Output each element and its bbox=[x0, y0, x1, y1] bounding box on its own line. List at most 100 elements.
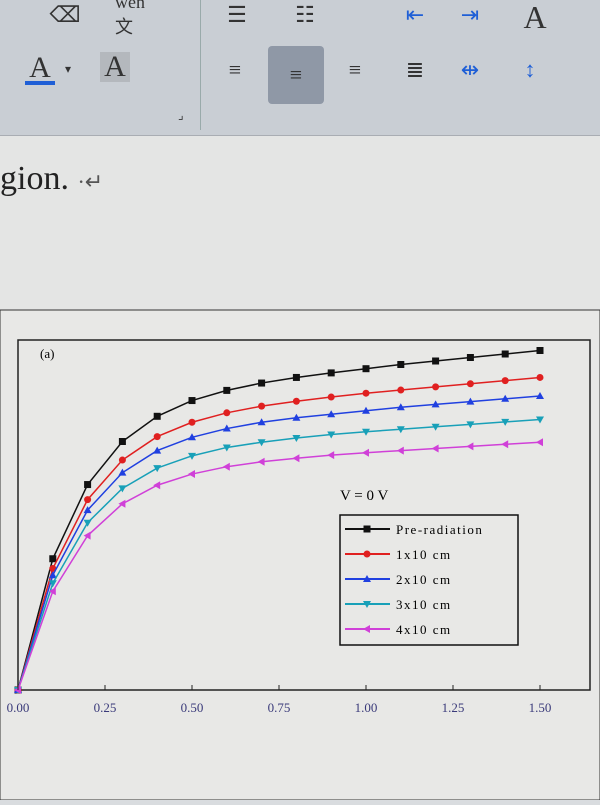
data-point bbox=[396, 446, 404, 455]
data-point bbox=[432, 357, 440, 365]
data-point bbox=[188, 433, 196, 441]
legend-marker bbox=[363, 550, 371, 558]
data-point bbox=[153, 465, 162, 473]
panel-label: (a) bbox=[40, 346, 54, 361]
x-tick-label: 1.25 bbox=[442, 700, 465, 715]
chevron-down-icon[interactable]: ▾ bbox=[65, 62, 72, 76]
numbering-icon[interactable]: ☷ bbox=[295, 2, 315, 27]
dialog-launcher-icon[interactable]: ⌟ bbox=[178, 108, 184, 122]
phonetic-guide-icon[interactable]: wén 文 bbox=[115, 0, 145, 37]
data-point bbox=[118, 468, 127, 476]
legend-marker bbox=[363, 575, 371, 582]
data-point bbox=[397, 386, 405, 394]
data-point bbox=[327, 431, 336, 439]
legend-label: 3x10 cm bbox=[396, 597, 452, 612]
data-point bbox=[536, 373, 544, 381]
legend-box bbox=[339, 514, 519, 646]
data-point bbox=[48, 587, 56, 596]
data-point bbox=[153, 433, 161, 441]
data-point bbox=[501, 350, 509, 358]
line-spacing-icon[interactable]: ↕ bbox=[524, 57, 536, 82]
data-point bbox=[188, 418, 196, 426]
data-point bbox=[258, 379, 266, 387]
data-point bbox=[431, 423, 440, 431]
data-point bbox=[396, 403, 405, 411]
x-tick-label: 0.25 bbox=[94, 700, 117, 715]
data-point bbox=[153, 446, 162, 454]
justify-icon[interactable]: ≣ bbox=[405, 57, 425, 82]
character-shading-icon[interactable]: A bbox=[100, 50, 130, 83]
legend-label: 1x10 cm bbox=[396, 547, 452, 562]
x-tick-label: 0.50 bbox=[181, 700, 204, 715]
data-point bbox=[466, 380, 474, 388]
legend-marker bbox=[363, 601, 371, 608]
x-tick-label: 1.00 bbox=[355, 700, 378, 715]
increase-indent-icon[interactable]: ⇥ bbox=[460, 2, 480, 27]
data-point bbox=[83, 531, 91, 540]
paragraph-mark: ·↵ bbox=[77, 169, 104, 194]
data-point bbox=[362, 365, 370, 373]
data-point bbox=[292, 413, 301, 421]
data-point bbox=[222, 444, 231, 452]
font-color-icon[interactable]: A bbox=[25, 51, 55, 85]
data-point bbox=[292, 373, 300, 381]
series-line-3 bbox=[17, 418, 541, 691]
data-point bbox=[292, 397, 300, 405]
align-right-icon[interactable]: ≡ bbox=[348, 57, 362, 82]
ribbon: ⌫ wén 文 A ▾ A ⌟ ☰ ☷ ⇤ ⇥ A ≡ ≡ ≡ ≣ ⇹ ↕ bbox=[0, 0, 600, 136]
clear-formatting-icon[interactable]: ⌫ bbox=[49, 2, 81, 27]
data-point bbox=[257, 439, 266, 447]
data-point bbox=[48, 580, 57, 588]
chart: (a) V = 0 V 0.00 0.25 0.50 0.75 1.00 1.25 1.50… bbox=[0, 300, 600, 801]
align-center-icon[interactable]: ≡ bbox=[268, 46, 324, 104]
data-point bbox=[223, 409, 231, 417]
data-point bbox=[49, 555, 57, 563]
distributed-icon[interactable]: ⇹ bbox=[460, 57, 480, 82]
data-point bbox=[84, 496, 92, 504]
data-point bbox=[327, 393, 335, 401]
data-point bbox=[188, 397, 196, 405]
data-point bbox=[49, 565, 57, 573]
data-point bbox=[222, 462, 230, 471]
data-point bbox=[327, 410, 336, 418]
bullets-icon[interactable]: ☰ bbox=[227, 2, 247, 27]
data-point bbox=[292, 435, 301, 442]
body-text: gion. bbox=[0, 160, 78, 197]
data-point bbox=[84, 481, 92, 489]
legend-marker bbox=[363, 625, 370, 633]
data-point bbox=[397, 361, 405, 368]
legend-label: 4x10 cm bbox=[396, 622, 452, 637]
document-text: gion. ·↵ bbox=[0, 160, 103, 198]
data-point bbox=[466, 442, 474, 451]
chart-frame bbox=[0, 309, 600, 801]
data-point bbox=[362, 406, 370, 414]
data-point bbox=[257, 418, 266, 426]
data-point bbox=[362, 448, 369, 457]
align-left-icon[interactable]: ≡ bbox=[228, 57, 242, 82]
data-point bbox=[501, 440, 509, 449]
legend-marker bbox=[363, 525, 371, 533]
data-point bbox=[396, 426, 405, 434]
series-line-4 bbox=[17, 441, 541, 691]
data-point bbox=[223, 386, 231, 394]
data-point bbox=[327, 369, 335, 377]
data-point bbox=[153, 481, 161, 490]
plot-area bbox=[17, 339, 591, 691]
chart-svg: (a) V = 0 V 0.00 0.25 0.50 0.75 1.00 1.25 1.50… bbox=[0, 309, 600, 801]
data-point bbox=[292, 454, 300, 463]
decrease-indent-icon[interactable]: ⇤ bbox=[405, 2, 425, 27]
data-point bbox=[327, 451, 335, 460]
change-case-icon[interactable]: A bbox=[523, 0, 547, 35]
x-tick-label: 0.75 bbox=[268, 700, 291, 715]
data-point bbox=[48, 571, 57, 579]
data-point bbox=[83, 506, 92, 514]
data-point bbox=[466, 354, 474, 361]
data-point bbox=[362, 389, 370, 397]
data-point bbox=[118, 438, 126, 445]
data-point bbox=[188, 470, 195, 479]
data-point bbox=[501, 394, 510, 402]
data-point bbox=[501, 377, 509, 385]
data-point bbox=[118, 499, 126, 508]
data-point bbox=[118, 485, 127, 493]
data-point bbox=[431, 400, 440, 408]
